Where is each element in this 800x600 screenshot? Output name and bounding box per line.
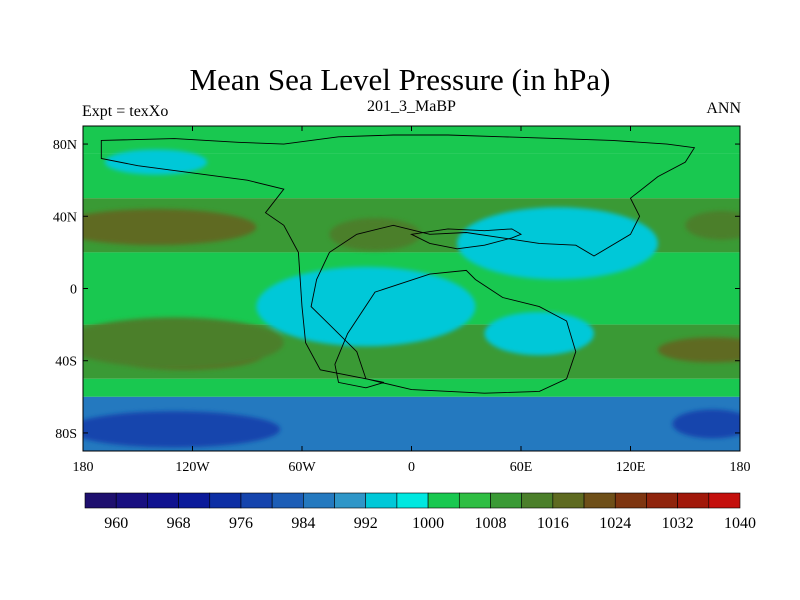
- asian-low: [457, 207, 658, 280]
- colorbar-swatch: [614, 492, 647, 509]
- colorbar-swatch: [115, 492, 148, 509]
- y-tick-label: 40N: [53, 210, 77, 225]
- pressure-band-5: [83, 378, 740, 397]
- subtitle-label: 201_3_MaBP: [367, 98, 456, 115]
- colorbar-swatch: [334, 492, 367, 509]
- inland-sea-outline: [410, 228, 523, 250]
- colorbar-swatch: [521, 492, 554, 509]
- y-tick-label: 80N: [53, 138, 77, 153]
- colorbar-swatch: [583, 492, 616, 509]
- colorbar-swatch: [427, 492, 460, 509]
- x-tick-label: 120E: [616, 460, 646, 475]
- north-pacific-low: [104, 149, 208, 175]
- y-tick-label: 40S: [55, 355, 77, 370]
- east-asian-high: [685, 210, 740, 240]
- colorbar-label: 968: [167, 515, 191, 532]
- season-label: ANN: [706, 100, 741, 117]
- colorbar-label: 992: [354, 515, 378, 532]
- chart-title: Mean Sea Level Pressure (in hPa): [189, 62, 611, 97]
- colorbar-label: 976: [229, 515, 253, 532]
- colorbar-label: 1000: [412, 515, 444, 532]
- colorbar-label: 1016: [537, 515, 569, 532]
- y-tick-label: 80S: [55, 427, 77, 442]
- colorbar-swatch: [147, 492, 179, 509]
- continent-outlines: [100, 134, 696, 394]
- colorbar: 960 968 976 984 992 1000 1008 1016 1024 1032 1040: [84, 492, 756, 532]
- south-indian-high: [657, 337, 740, 363]
- colorbar-swatch: [646, 492, 678, 509]
- antarctic-low-west: [83, 411, 281, 448]
- map-field: [83, 126, 740, 451]
- x-tick-label: 180: [730, 460, 751, 475]
- colorbar-swatch: [178, 492, 211, 509]
- colorbar-swatch: [677, 492, 710, 509]
- colorbar-swatch: [490, 492, 522, 509]
- x-tick-label: 120W: [175, 460, 210, 475]
- south-pacific-ridge: [83, 317, 284, 368]
- colorbar-label: 1008: [474, 515, 506, 532]
- x-tick-label: 0: [408, 460, 415, 475]
- colorbar-label: 984: [291, 515, 315, 532]
- colorbar-swatch: [84, 492, 117, 509]
- colorbar-swatch: [552, 492, 585, 509]
- antarctic-low-east: [672, 409, 740, 439]
- colorbar-swatch: [365, 492, 398, 509]
- colorbar-swatch: [396, 492, 429, 509]
- colorbar-swatch: [458, 492, 491, 509]
- colorbar-swatch: [209, 492, 242, 509]
- colorbar-swatch: [708, 492, 741, 509]
- experiment-label: Expt = texXo: [82, 103, 169, 120]
- colorbar-swatch: [240, 492, 273, 509]
- north-pacific-high: [83, 209, 257, 246]
- colorbar-swatch: [271, 492, 304, 509]
- x-tick-label: 60E: [510, 460, 533, 475]
- north-atlantic-high: [329, 218, 421, 251]
- axes: 180 120W 60W 0 60E 120E 180 80N 40N 0 40S 80S: [53, 126, 751, 475]
- colorbar-label: 1024: [599, 515, 631, 532]
- colorbar-label: 1032: [662, 515, 694, 532]
- y-tick-label: 0: [70, 283, 77, 298]
- southern-heat-low: [484, 311, 594, 356]
- x-tick-label: 60W: [288, 460, 316, 475]
- colorbar-label: 1040: [724, 515, 756, 532]
- colorbar-label: 960: [104, 515, 128, 532]
- pangaea-outline: [100, 134, 696, 394]
- x-tick-label: 180: [73, 460, 94, 475]
- colorbar-swatch: [303, 492, 335, 509]
